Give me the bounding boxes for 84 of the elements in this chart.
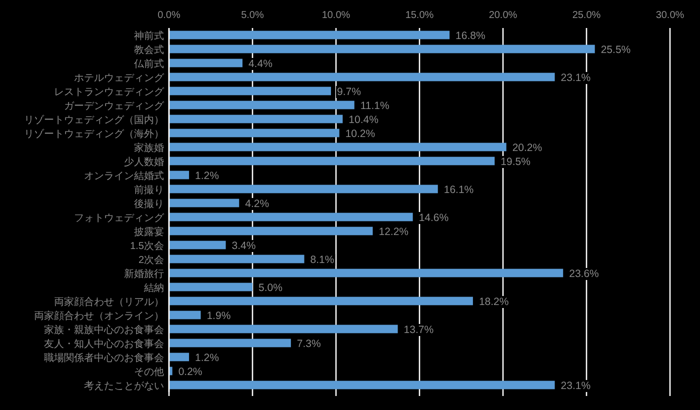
data-label: 0.2%: [178, 366, 202, 378]
bar: [169, 170, 190, 180]
data-label: 19.5%: [500, 156, 530, 168]
data-label: 20.2%: [512, 142, 542, 154]
bar: [169, 240, 226, 250]
x-tick-label: 5.0%: [241, 10, 264, 21]
y-tick-label: ホテルウェディング: [74, 73, 165, 84]
data-label: 11.1%: [360, 100, 390, 112]
data-label: 18.2%: [478, 296, 509, 308]
bar: [169, 30, 450, 40]
data-label: 16.1%: [444, 184, 474, 196]
data-label: 8.1%: [310, 254, 334, 266]
y-tick-label: オンライン結婚式: [84, 170, 164, 182]
data-label: 23.1%: [560, 380, 591, 392]
data-label: 4.2%: [245, 198, 270, 210]
bar: [169, 44, 595, 54]
x-tick-label: 25.0%: [572, 10, 601, 21]
x-tick-label: 15.0%: [405, 10, 434, 21]
bar: [169, 254, 304, 264]
data-label: 10.4%: [348, 114, 378, 126]
y-tick-label: 友人・知人中心のお食事会: [44, 338, 164, 350]
bar: [169, 198, 240, 208]
y-tick-label: フォトウェディング: [74, 213, 165, 224]
y-tick-label: 前撮り: [134, 184, 164, 196]
y-tick-label: リゾートウェディング（海外）: [24, 128, 164, 140]
y-tick-label: 1.5次会: [130, 240, 164, 252]
bar: [169, 114, 343, 124]
data-label: 10.2%: [345, 128, 376, 140]
data-label: 23.1%: [560, 72, 591, 84]
bar: [169, 100, 354, 110]
x-tick-label: 0.0%: [158, 10, 181, 21]
bar: [169, 142, 506, 152]
data-label: 3.4%: [232, 240, 256, 252]
bar: [169, 226, 373, 236]
data-label: 12.2%: [378, 226, 409, 238]
bar: [169, 212, 413, 222]
y-tick-label: 2次会: [138, 254, 164, 266]
y-tick-label: 仏前式: [133, 58, 164, 70]
y-tick-label: 職場関係者中心のお食事会: [44, 352, 164, 364]
y-tick-label: レストランウェディング: [54, 87, 165, 98]
y-tick-label: 結納: [143, 282, 164, 294]
data-label: 1.9%: [206, 310, 231, 322]
y-tick-label: 家族・親族中心のお食事会: [44, 324, 164, 336]
data-label: 14.6%: [418, 212, 449, 224]
y-tick-label: 考えたことがない: [84, 380, 164, 392]
bar: [169, 310, 201, 320]
y-tick-label: 両家顔合わせ（リアル）: [54, 296, 164, 308]
bar: [169, 268, 564, 278]
data-label: 5.0%: [258, 282, 282, 294]
x-tick-label: 10.0%: [322, 10, 350, 21]
y-tick-label: 新婚旅行: [124, 268, 164, 280]
y-tick-label: その他: [134, 366, 164, 378]
y-tick-label: 教会式: [134, 44, 164, 56]
bar: [169, 156, 495, 166]
y-tick-label: 後撮り: [134, 198, 164, 210]
y-tick-label: 両家顔合わせ（オンライン）: [34, 310, 164, 322]
data-label: 7.3%: [296, 338, 321, 350]
y-tick-label: ガーデンウェディング: [64, 101, 165, 112]
y-tick-label: 披露宴: [134, 226, 164, 238]
data-label: 16.8%: [456, 30, 486, 42]
data-label: 1.2%: [195, 352, 219, 364]
data-label: 4.4%: [248, 58, 272, 70]
data-label: 25.5%: [600, 44, 631, 56]
data-label: 9.7%: [336, 86, 361, 98]
data-label: 13.7%: [404, 324, 434, 336]
bar: [169, 380, 555, 390]
y-tick-label: 家族婚: [134, 142, 164, 154]
x-tick-label: 30.0%: [656, 10, 684, 21]
bar: [169, 128, 340, 138]
bar: [169, 324, 398, 334]
y-tick-label: 神前式: [134, 30, 164, 42]
bar: [169, 352, 190, 362]
bar: [169, 86, 331, 96]
bar: [169, 184, 438, 194]
bar: [169, 296, 473, 306]
bar: [169, 338, 291, 348]
x-tick-label: 20.0%: [488, 10, 518, 21]
data-label: 1.2%: [195, 170, 219, 182]
data-label: 23.6%: [569, 268, 599, 280]
bar: [169, 72, 555, 82]
y-tick-label: リゾートウェディング（国内）: [24, 114, 164, 126]
y-tick-label: 少人数婚: [124, 156, 164, 168]
bar: [169, 58, 242, 68]
bar: [169, 282, 252, 292]
